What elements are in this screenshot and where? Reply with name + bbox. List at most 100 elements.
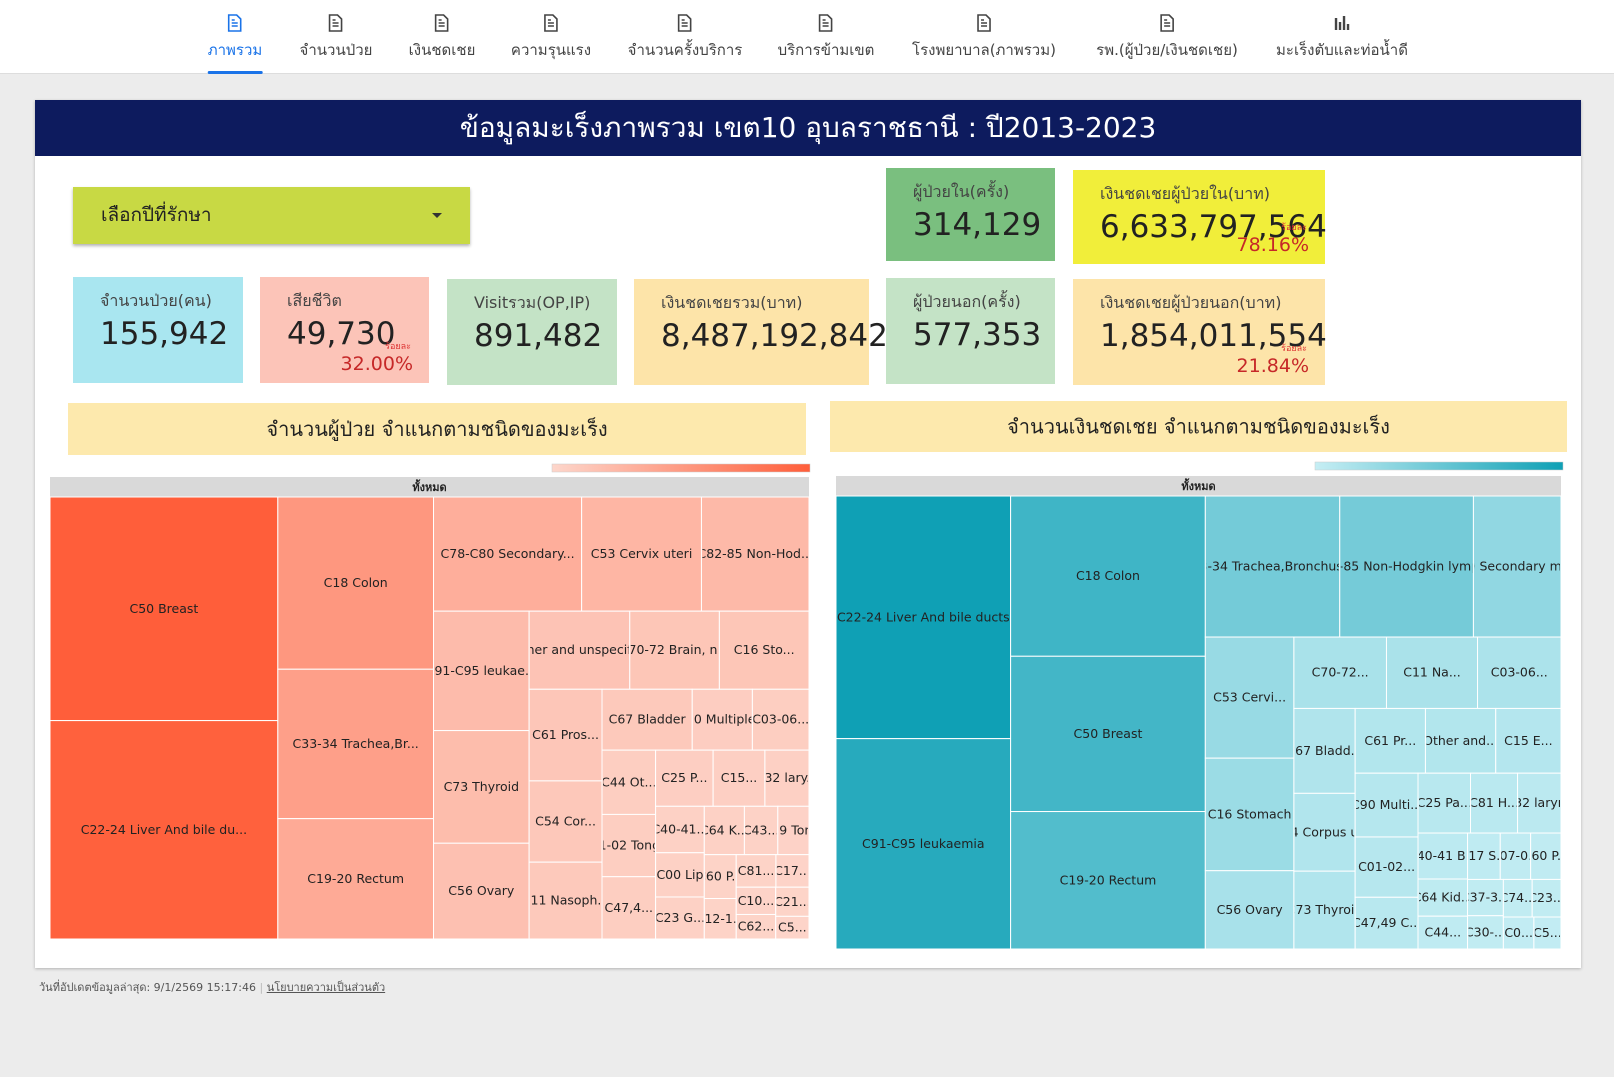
tile-label: C16 Stomach [1208,806,1292,821]
tile-label: C01-02 Tongue [582,838,676,853]
nav-tab[interactable]: จำนวนครั้งบริการ [627,0,743,74]
tab-icon [678,14,692,32]
treemap-tile [601,749,657,815]
kpi-value: 891,482 [474,318,603,354]
tab-label: ภาพรวม [207,41,263,59]
tile-label: C78-C80 Secondary malignant [1422,559,1613,574]
kpi-note: ร้อยละ [385,342,411,352]
treemap-tile [1354,707,1426,774]
treemap-tile [703,898,737,940]
tile-label: C23 G... [655,910,705,925]
tab-label: โรงพยาบาล(ภาพรวม) [912,41,1056,59]
tile-label: C5... [1533,925,1562,940]
nav-tab[interactable]: ภาพรวม [207,0,263,74]
treemap-tile [433,730,530,844]
tile-label: C60 P... [697,869,743,884]
treemap-tile [433,610,530,732]
kpi-card: Visitรวม(OP,IP) 891,482 [447,279,617,385]
last-updated: วันที่อัปเดตข้อมูลล่าสุด: 9/1/2569 15:17… [39,981,256,994]
tile-label: C07-0... [1491,848,1540,863]
privacy-link[interactable]: นโยบายความเป็นส่วนตัว [266,981,386,994]
kpi-percent: 21.84% [1236,355,1309,377]
tile-label: C00 Lip [656,867,703,882]
tile-label: C81... [738,863,775,878]
treemap-tile [528,688,603,782]
tile-label: C18 Colon [324,575,388,590]
year-filter[interactable]: เลือกปีที่รักษา [73,187,470,244]
treemap-tile [1293,636,1387,709]
treemap-tile [712,749,766,807]
tile-label: C56 Ovary [1217,902,1284,917]
nav-tab[interactable]: บริการข้ามเขต [778,0,874,74]
tile-label: C50 Breast [130,601,199,616]
treemap-tile [1417,772,1472,834]
tab-icon [228,14,242,32]
treemap-tile [1499,832,1532,880]
tile-label: C23... [1528,890,1565,905]
kpi-label: Visitรวม(OP,IP) [474,293,591,312]
tile-label: C09 Ton... [763,822,825,837]
tile-label: C22-24 Liver And bile ducts [837,609,1010,624]
treemap-tile [601,876,657,940]
treemap-tile [1502,916,1535,950]
treemap-tile [1530,832,1562,880]
nav-tab[interactable]: ความรุนแรง [511,0,591,74]
tile-label: C33-34 Trachea,Br... [293,736,419,751]
tile-label: C54 Corpus ut... [1274,824,1375,839]
dashboard-title: ข้อมูลมะเร็งภาพรวม เขต10 อุบลราชธานี : ป… [35,100,1581,156]
tile-label: C61 Pros... [532,727,599,742]
kpi-card: จำนวนป่วย(คน) 155,942 [73,277,243,383]
treemap-tile [629,610,720,690]
nav-tab[interactable]: จำนวนป่วย [300,0,372,74]
treemap-tile [601,688,693,751]
nav-tab[interactable]: เงินชดเชย [408,0,476,74]
tile-label: C67 Bladder [609,712,687,727]
tile-label: C47,49 C... [1352,915,1421,930]
kpi-label: เสียชีวิต [287,291,342,310]
treemap-tile [1417,832,1469,880]
treemap-tile [1010,655,1206,813]
tile-label: C44... [1424,925,1461,940]
treemap-tile [277,496,435,670]
nav-tab[interactable]: รพ.(ผู้ป่วย/เงินชดเชย) [1096,0,1238,74]
treemap-tile [1495,707,1562,774]
tile-label: C60 P... [1523,848,1569,863]
tile-label: C47,4... [605,900,653,915]
tile-label: C64 K... [700,822,749,837]
tile-label: C32 larynx [1505,795,1573,810]
treemap-tile [1424,707,1497,774]
chart-title: จำนวนเงินชดเชย จำแนกตามชนิดของมะเร็ง [1007,414,1390,439]
tile-label: C18 Colon [1076,568,1140,583]
kpi-card: เงินชดเชยรวม(บาท) 8,487,192,842 [634,279,888,385]
treemap-tile [1354,772,1419,838]
treemap-tile [1293,707,1356,794]
tile-label: C32 lary... [756,770,818,785]
treemap-tile [1354,896,1419,950]
treemap-tile [1417,915,1469,950]
kpi-percent: 78.16% [1236,234,1309,256]
treemap-tile [1010,811,1206,950]
tile-label: C43... [743,822,780,837]
nav-tab[interactable]: มะเร็งตับและท่อน้ำดี [1276,0,1408,74]
tile-label: C61 Pr... [1364,733,1416,748]
tile-label: C30-... [1465,924,1506,939]
tile-label: C70-72 Brain, n... [620,642,730,657]
tab-label: จำนวนครั้งบริการ [627,41,743,59]
nav-tab[interactable]: โรงพยาบาล(ภาพรวม) [912,0,1056,74]
root-bar [836,476,1561,496]
kpi-label: เงินชดเชยผู้ป่วยนอก(บาท) [1100,293,1282,312]
tile-label: C44 Ot... [601,774,656,789]
tile-label: C12-1... [696,911,745,926]
kpi-note: ร้อยละ [1281,344,1307,354]
treemap-tile [1517,772,1562,834]
treemap-tile [835,495,1012,740]
tab-label: เงินชดเชย [408,41,476,59]
kpi-label: เงินชดเชยผู้ป่วยใน(บาท) [1100,184,1270,203]
color-legend [551,463,811,473]
section-header [68,403,806,455]
treemap-tile [691,688,753,751]
tile-label: C25 P... [661,770,707,785]
tile-label: C73 Thyroid [444,779,519,794]
treemap-tile [775,915,810,940]
